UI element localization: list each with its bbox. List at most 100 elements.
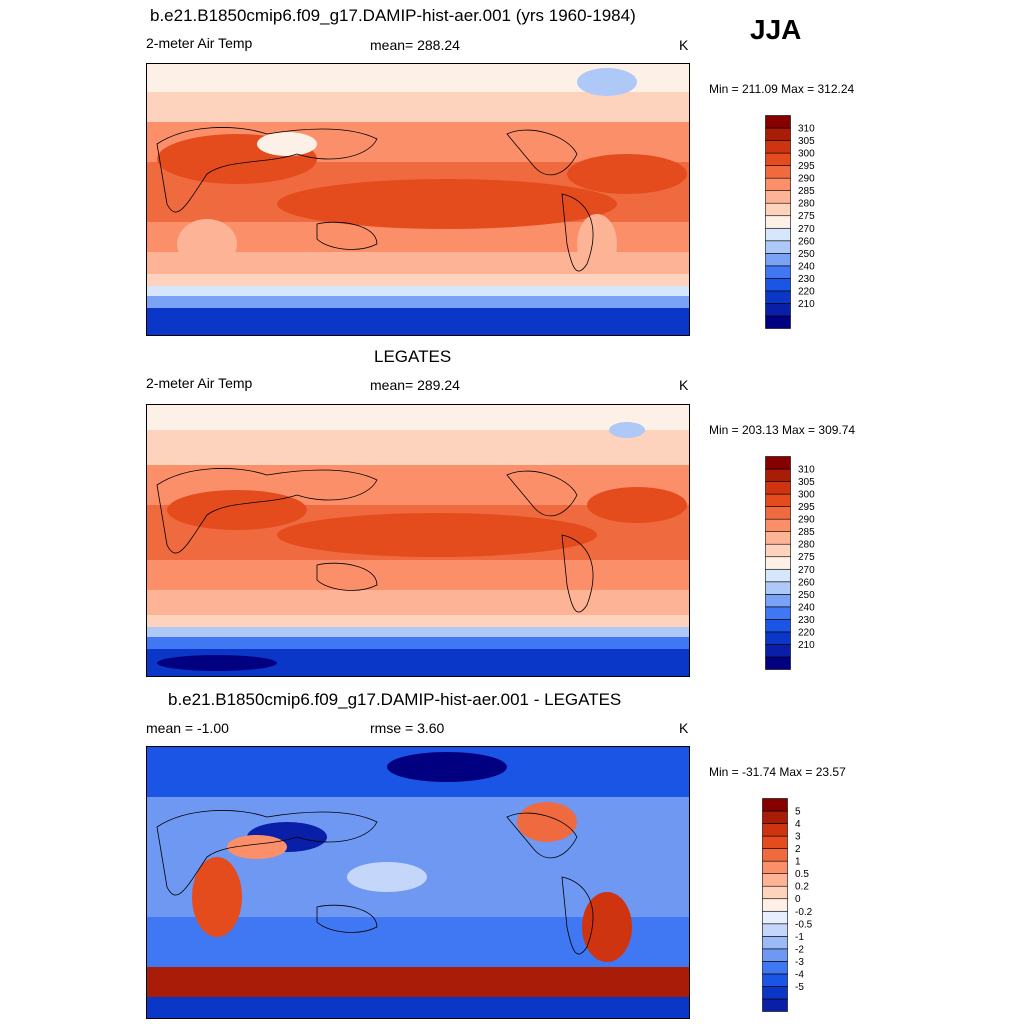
colorbar-3-box xyxy=(762,835,788,849)
panel-3-minmax: Min = -31.74 Max = 23.57 xyxy=(709,765,846,779)
colorbar-2-tick-label: 220 xyxy=(798,627,815,638)
colorbar-3-box xyxy=(762,998,788,1012)
colorbar-3-tick-label: -0.2 xyxy=(795,907,813,918)
colorbar-3-tick-label: 1 xyxy=(795,857,801,868)
colorbar-2-box xyxy=(765,456,791,470)
colorbar-3-box xyxy=(762,823,788,837)
colorbar-1-tick-label: 220 xyxy=(798,286,815,297)
season-label: JJA xyxy=(750,14,802,45)
colorbar-2-box xyxy=(765,656,791,670)
panel-1-title: b.e21.B1850cmip6.f09_g17.DAMIP-hist-aer.… xyxy=(150,6,636,25)
panel-1-units: K xyxy=(679,37,689,53)
colorbar-2-box xyxy=(765,568,791,583)
colorbar-3-tick-label: 0.2 xyxy=(795,882,809,893)
colorbar-2-tick-label: 260 xyxy=(798,577,815,588)
panel-2-units: K xyxy=(679,377,689,393)
colorbar-2-box xyxy=(765,619,791,633)
colorbar-1-tick-label: 260 xyxy=(798,236,815,247)
colorbar-3-tick-label: 5 xyxy=(795,807,801,818)
colorbar-1-tick-label: 270 xyxy=(798,224,815,235)
panel-1-variable-label: 2-meter Air Temp xyxy=(146,35,253,51)
panel-2-colorbar: 310 305 300 295 290 285 280 275 270 260 250 240 230 2… xyxy=(765,456,845,676)
colorbar-2-box xyxy=(765,594,791,608)
colorbar-2-tick-label: 240 xyxy=(798,602,815,613)
colorbar-2-box xyxy=(765,556,791,570)
colorbar-3-box xyxy=(762,973,788,987)
colorbar-1-box xyxy=(765,303,791,317)
colorbar-1-box xyxy=(765,278,791,292)
colorbar-1-tick-label: 295 xyxy=(798,161,815,172)
panel-1-map xyxy=(146,63,690,336)
colorbar-2-tick-label: 310 xyxy=(798,465,815,476)
colorbar-2-box xyxy=(765,606,791,620)
colorbar-3-box xyxy=(762,961,788,975)
panel-3-title: b.e21.B1850cmip6.f09_g17.DAMIP-hist-aer.… xyxy=(168,690,622,709)
panel-3-map xyxy=(146,746,690,1019)
panel-3-colorbar: 5 4 3 2 1 0.5 0.2 0 -0.2 -0.5 -1 -2 -3 -4 -5 xyxy=(762,798,842,1018)
colorbar-2-tick-label: 250 xyxy=(798,590,815,601)
panel-2-variable-label: 2-meter Air Temp xyxy=(146,375,253,391)
colorbar-2-tick-label: 285 xyxy=(798,527,815,538)
colorbar-3-tick-label: -2 xyxy=(795,944,804,955)
panel-2-minmax: Min = 203.13 Max = 309.74 xyxy=(709,423,856,437)
colorbar-2-box xyxy=(765,581,791,595)
colorbar-2-box xyxy=(765,644,791,658)
colorbar-1-box xyxy=(765,152,791,166)
colorbar-1-box xyxy=(765,240,791,254)
colorbar-1-tick-label: 300 xyxy=(798,149,815,160)
colorbar-3-box xyxy=(762,936,788,950)
panel-1-colorbar: 310 305 300 295 290 285 280 275 270 260 250 240 230 2… xyxy=(765,115,845,335)
colorbar-3-box xyxy=(762,910,788,925)
colorbar-2-tick-label: 290 xyxy=(798,515,815,526)
colorbar-1-box xyxy=(765,165,791,179)
panel-3-mean-label: mean = -1.00 xyxy=(146,720,229,736)
colorbar-1-tick-label: 290 xyxy=(798,174,815,185)
colorbar-2-tick-label: 230 xyxy=(798,615,815,626)
panel-3-units: K xyxy=(679,720,689,736)
colorbar-3-box xyxy=(762,798,788,812)
colorbar-3-box xyxy=(762,923,788,937)
colorbar-2-tick-label: 300 xyxy=(798,490,815,501)
colorbar-3-box xyxy=(762,885,788,900)
colorbar-1-box xyxy=(765,290,791,304)
colorbar-1-tick-label: 230 xyxy=(798,274,815,285)
panel-1-mean-label: mean= 288.24 xyxy=(370,37,460,53)
colorbar-1-box xyxy=(765,202,791,217)
colorbar-1-box xyxy=(765,190,791,204)
colorbar-1-tick-label: 210 xyxy=(798,299,815,310)
colorbar-2-box xyxy=(765,531,791,545)
panel-2-mean-label: mean= 289.24 xyxy=(370,377,460,393)
colorbar-3-box xyxy=(762,848,788,862)
colorbar-1-tick-label: 305 xyxy=(798,136,815,147)
colorbar-3-box xyxy=(762,948,788,962)
colorbar-1-tick-label: 285 xyxy=(798,186,815,197)
colorbar-1-box xyxy=(765,177,791,191)
colorbar-1-tick-label: 240 xyxy=(798,261,815,272)
colorbar-1-box xyxy=(765,315,791,329)
colorbar-2-box xyxy=(765,518,791,532)
colorbar-3-tick-label: 4 xyxy=(795,819,801,830)
colorbar-3-box xyxy=(762,810,788,824)
colorbar-3-tick-label: 0.5 xyxy=(795,869,809,880)
colorbar-3-box xyxy=(762,898,788,912)
colorbar-3-box xyxy=(762,873,788,887)
colorbar-2-box xyxy=(765,468,791,482)
colorbar-2-box xyxy=(765,631,791,645)
colorbar-2-box xyxy=(765,543,791,558)
colorbar-2-tick-label: 305 xyxy=(798,477,815,488)
colorbar-1-box xyxy=(765,140,791,154)
colorbar-1-tick-label: 280 xyxy=(798,199,815,210)
colorbar-1-box xyxy=(765,215,791,229)
colorbar-2-tick-label: 270 xyxy=(798,565,815,576)
colorbar-2-tick-label: 275 xyxy=(798,552,815,563)
colorbar-1-tick-label: 250 xyxy=(798,249,815,260)
colorbar-1-box xyxy=(765,127,791,141)
colorbar-1-box xyxy=(765,253,791,267)
colorbar-2-box xyxy=(765,481,791,495)
panel-3-rmse-label: rmse = 3.60 xyxy=(370,720,445,736)
colorbar-3-box xyxy=(762,986,788,1000)
panel-2-map xyxy=(146,404,690,677)
colorbar-1-box xyxy=(765,227,791,242)
colorbar-1-box xyxy=(765,265,791,279)
colorbar-3-tick-label: -3 xyxy=(795,957,804,968)
